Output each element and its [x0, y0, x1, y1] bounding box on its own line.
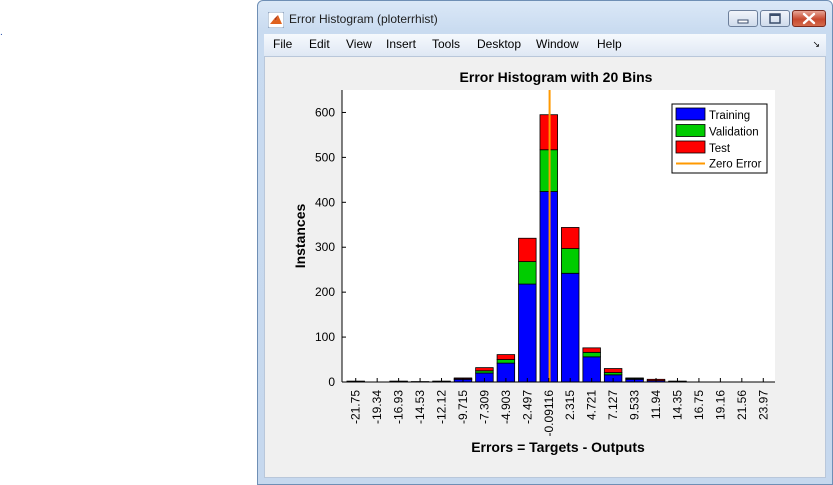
x-tick-label-16: 16.75	[692, 390, 706, 420]
legend: Training Validation Test Zero Error	[671, 103, 768, 174]
menu-edit[interactable]: Edit	[309, 37, 330, 51]
x-axis-label: Errors = Targets - Outputs	[471, 439, 645, 455]
legend-label-test: Test	[709, 143, 731, 155]
maximize-icon	[769, 13, 781, 24]
bar-test-12	[603, 368, 623, 373]
x-tick-label-6: -7.309	[477, 390, 491, 424]
minimize-button[interactable]	[728, 10, 758, 27]
x-tick-label-11: 4.721	[585, 390, 599, 420]
x-tick-label-18: 21.56	[735, 390, 749, 420]
dock-arrow-icon[interactable]: ↘	[812, 39, 820, 49]
x-tick-label-5: -9.715	[456, 390, 470, 424]
bar-test-10	[561, 227, 580, 249]
error-histogram-chart: Error Histogram with 20 Bins 0 100 200 300 4…	[292, 69, 775, 455]
bar-training-10	[561, 272, 580, 383]
figure-window: Error Histogram (ploterrhist) File Edit …	[257, 0, 833, 485]
bar-validation-7	[496, 359, 516, 364]
x-tick-label-13: 9.533	[628, 390, 642, 420]
bar-test-8	[518, 237, 537, 263]
x-tick-label-12: 7.127	[606, 390, 620, 420]
x-tick-label-2: -16.93	[392, 390, 406, 424]
menu-view[interactable]: View	[346, 37, 372, 51]
x-tick-label-3: -14.53	[413, 390, 427, 424]
menu-bar: File Edit View Insert Tools Desktop Wind…	[264, 34, 826, 56]
menu-window[interactable]: Window	[536, 37, 579, 51]
x-tick-label-10: 2.315	[563, 390, 577, 420]
matlab-app-icon	[268, 12, 284, 28]
legend-label-training: Training	[709, 110, 750, 122]
x-tick-label-8: -2.497	[520, 390, 534, 424]
close-icon	[802, 12, 816, 25]
bar-test-6	[475, 367, 494, 372]
legend-swatch-test	[675, 140, 706, 154]
x-tick-label-19: 23.97	[756, 390, 770, 420]
menu-file[interactable]: File	[273, 37, 293, 51]
close-button[interactable]	[792, 10, 826, 27]
minimize-icon	[737, 19, 749, 24]
legend-swatch-training	[675, 107, 706, 121]
legend-swatch-validation	[675, 124, 706, 137]
x-tick-label-15: 14.35	[670, 390, 684, 420]
x-tick-label-4: -12.12	[435, 390, 449, 424]
window-title: Error Histogram (ploterrhist)	[289, 12, 438, 26]
y-tick-label-300: 300	[315, 240, 335, 254]
maximize-button[interactable]	[760, 10, 790, 27]
bar-training-8	[518, 283, 537, 383]
bar-validation-10	[561, 248, 580, 274]
x-tick-label-14: 11.94	[649, 390, 663, 419]
x-tick-label-9: -0.09116	[542, 390, 556, 437]
y-tick-label-100: 100	[315, 330, 335, 344]
y-tick-label-600: 600	[315, 105, 335, 119]
menu-help[interactable]: Help	[597, 37, 622, 51]
menu-insert[interactable]: Insert	[386, 37, 417, 51]
x-tick-label-7: -4.903	[499, 390, 513, 424]
bar-validation-11	[582, 351, 601, 358]
bar-test-7	[496, 354, 516, 360]
chart-title: Error Histogram with 20 Bins	[460, 69, 653, 85]
menu-tools[interactable]: Tools	[432, 37, 461, 51]
x-tick-label-17: 19.16	[713, 390, 727, 420]
bar-validation-8	[518, 261, 537, 285]
title-bar[interactable]: Error Histogram (ploterrhist)	[258, 1, 832, 34]
y-tick-label-400: 400	[315, 195, 335, 209]
legend-label-validation: Validation	[709, 127, 759, 139]
bar-test-11	[582, 347, 601, 353]
y-tick-label-500: 500	[315, 150, 335, 164]
legend-label-zero-error: Zero Error	[709, 159, 762, 171]
menu-desktop[interactable]: Desktop	[477, 37, 522, 51]
desktop-marker: .	[0, 27, 3, 38]
y-tick-label-0: 0	[328, 375, 335, 389]
y-axis-label: Instances	[292, 203, 308, 268]
y-tick-label-200: 200	[315, 285, 335, 299]
x-tick-label-0: -21.75	[349, 390, 363, 424]
x-tick-label-1: -19.34	[370, 390, 384, 424]
figure-canvas: Error Histogram with 20 Bins 0 100 200 300 4…	[264, 56, 826, 478]
